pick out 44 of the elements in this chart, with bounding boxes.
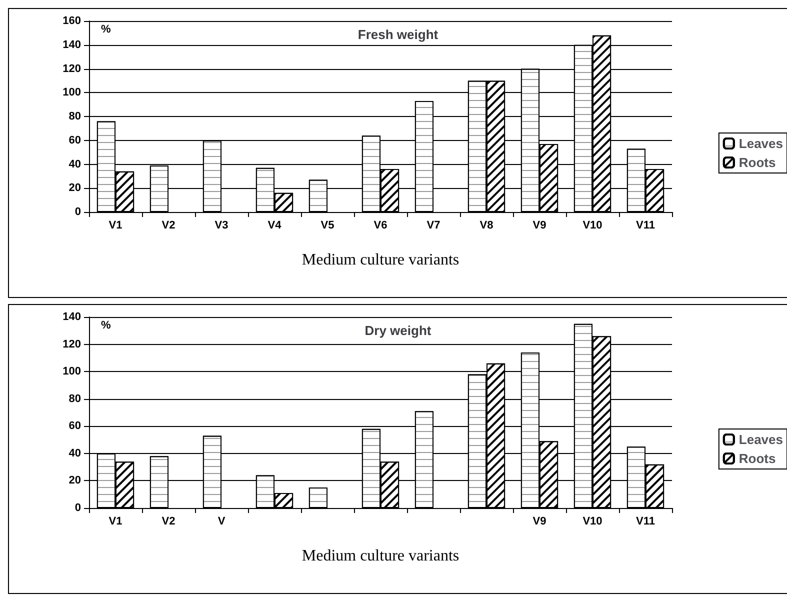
y-tick-label: 0: [74, 502, 81, 514]
x-tick-label: V8: [480, 220, 494, 232]
x-tick-label: V2: [162, 220, 176, 232]
x-tick-label: V10: [582, 516, 602, 528]
x-tick-label: V10: [582, 220, 602, 232]
y-tick-label: 40: [68, 447, 81, 460]
x-tick-label: V11: [636, 220, 655, 232]
x-tick-label: V11: [636, 516, 655, 528]
x-tick-label: V1: [108, 516, 122, 528]
x-tick-label: V7: [426, 220, 440, 232]
y-tick-label: 20: [68, 474, 81, 487]
x-tick-label: V1: [108, 220, 122, 232]
y-tick-label: 120: [62, 338, 81, 350]
x-tick-label: V3: [214, 220, 228, 232]
legend-label: Roots: [738, 155, 776, 170]
y-tick-label: 20: [68, 182, 81, 194]
y-tick-label: 40: [68, 158, 81, 170]
x-tick-label: V: [218, 516, 226, 528]
y-tick-label: 140: [62, 311, 81, 323]
x-tick-label: V5: [320, 220, 334, 232]
legend-label: Leaves: [738, 136, 784, 151]
text: Dry weight: [364, 323, 432, 338]
y-tick-label: 60: [68, 420, 81, 432]
x-axis-title: Medium culture variants: [302, 548, 460, 564]
x-tick-label: V4: [268, 220, 282, 232]
y-axis-title: %: [101, 320, 111, 332]
y-tick-label: 100: [62, 366, 81, 378]
y-axis-title: %: [101, 24, 111, 36]
y-tick-label: 60: [68, 134, 81, 146]
y-tick-label: 100: [62, 86, 81, 99]
y-tick-label: 80: [68, 110, 81, 122]
y-tick-label: 80: [68, 392, 81, 405]
y-tick-label: 140: [62, 38, 81, 51]
y-tick-label: 0: [74, 206, 81, 218]
y-tick-label: 120: [62, 62, 81, 75]
text: Fresh weight: [358, 27, 439, 42]
x-tick-label: V2: [162, 516, 176, 528]
legend-label: Roots: [738, 451, 776, 466]
y-tick-label: 160: [62, 15, 81, 27]
x-tick-label: V9: [532, 220, 546, 232]
x-axis-title: Medium culture variants: [302, 252, 460, 268]
x-tick-label: V9: [532, 516, 546, 528]
x-tick-label: V6: [374, 220, 388, 232]
legend-label: Leaves: [738, 432, 784, 447]
